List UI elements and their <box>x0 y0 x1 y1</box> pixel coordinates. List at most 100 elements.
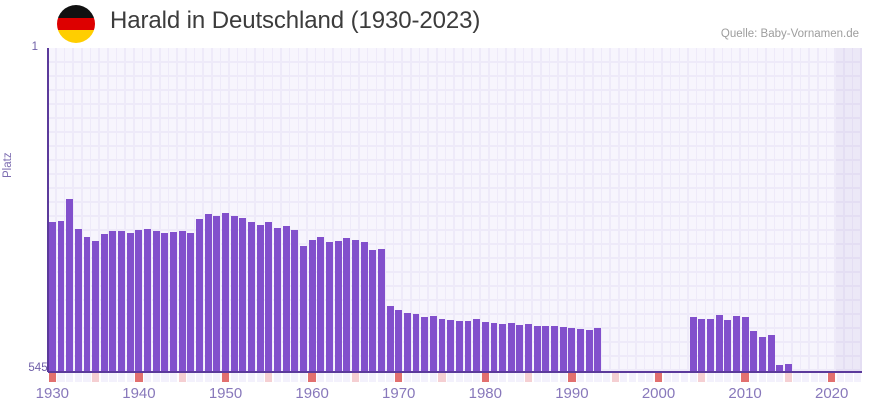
bar[interactable] <box>152 231 160 372</box>
bar[interactable] <box>403 312 411 372</box>
bar[interactable] <box>48 222 56 372</box>
bar[interactable] <box>204 214 212 372</box>
bar[interactable] <box>481 322 489 372</box>
grid-column <box>288 48 291 372</box>
x-tick-mark <box>429 373 437 382</box>
bar[interactable] <box>196 218 203 372</box>
x-tick-mark <box>473 373 481 382</box>
bar[interactable] <box>74 228 82 372</box>
bar[interactable] <box>767 334 775 372</box>
bar[interactable] <box>577 329 585 372</box>
grid-row <box>48 159 862 161</box>
bar[interactable] <box>274 227 281 372</box>
grid-column <box>851 48 854 372</box>
bar[interactable] <box>542 326 550 372</box>
grid-column <box>98 48 100 372</box>
bar[interactable] <box>239 218 247 372</box>
bar[interactable] <box>317 237 325 372</box>
bar[interactable] <box>248 221 255 372</box>
bar[interactable] <box>750 331 758 372</box>
bar[interactable] <box>706 318 714 372</box>
bar[interactable] <box>135 229 143 372</box>
bar[interactable] <box>516 324 524 372</box>
x-tick-mark <box>100 373 108 382</box>
bar[interactable] <box>412 314 420 372</box>
bar[interactable] <box>724 319 732 372</box>
bar[interactable] <box>360 241 368 372</box>
bar[interactable] <box>455 321 463 372</box>
bar[interactable] <box>698 319 706 372</box>
bar[interactable] <box>386 306 394 372</box>
bar[interactable] <box>369 249 377 372</box>
bar[interactable] <box>758 336 766 372</box>
bar[interactable] <box>126 233 134 372</box>
bar[interactable] <box>464 320 472 372</box>
bar[interactable] <box>83 237 91 372</box>
bar[interactable] <box>256 224 264 372</box>
bar[interactable] <box>230 215 238 372</box>
bar[interactable] <box>334 240 342 372</box>
grid-column <box>522 48 525 372</box>
bar[interactable] <box>507 323 515 372</box>
y-axis-line <box>47 48 49 372</box>
bar[interactable] <box>525 324 533 372</box>
bar[interactable] <box>429 315 437 372</box>
bar[interactable] <box>178 230 186 372</box>
bar[interactable] <box>447 319 455 372</box>
bar[interactable] <box>265 221 273 372</box>
grid-column <box>323 48 326 372</box>
bar[interactable] <box>395 310 403 372</box>
bar[interactable] <box>533 325 541 372</box>
grid-column <box>566 48 568 372</box>
bar[interactable] <box>438 319 446 372</box>
x-tick-mark <box>412 373 420 382</box>
bar[interactable] <box>325 241 333 372</box>
grid-column <box>392 48 395 372</box>
bar[interactable] <box>291 229 299 372</box>
bar[interactable] <box>187 233 195 372</box>
bar[interactable] <box>66 198 74 372</box>
bar[interactable] <box>213 215 221 372</box>
bar[interactable] <box>421 317 429 372</box>
bar[interactable] <box>776 364 784 372</box>
bar[interactable] <box>473 318 481 372</box>
bar[interactable] <box>551 325 559 372</box>
bar[interactable] <box>118 230 126 372</box>
bar[interactable] <box>377 248 385 372</box>
bar[interactable] <box>161 232 169 372</box>
bar[interactable] <box>715 314 723 372</box>
grid-column <box>358 48 360 372</box>
grid-row <box>48 355 862 357</box>
bar[interactable] <box>490 322 498 372</box>
bar[interactable] <box>144 228 152 372</box>
grid-column <box>72 48 74 372</box>
bar[interactable] <box>343 238 351 372</box>
grid-row <box>48 327 862 329</box>
bar[interactable] <box>689 317 697 372</box>
bar[interactable] <box>351 239 359 372</box>
bar[interactable] <box>100 234 108 372</box>
bar-series <box>48 48 862 372</box>
bar[interactable] <box>109 231 117 372</box>
x-tick-mark <box>109 373 117 382</box>
grid-column <box>505 48 507 372</box>
bar[interactable] <box>784 364 792 372</box>
bar[interactable] <box>568 328 576 372</box>
bar[interactable] <box>92 240 100 372</box>
x-tick-mark <box>854 373 862 382</box>
bar[interactable] <box>559 326 567 372</box>
bar[interactable] <box>585 330 593 372</box>
bar[interactable] <box>299 246 307 372</box>
bar[interactable] <box>594 328 602 372</box>
x-tick-mark <box>360 373 368 382</box>
grid-column <box>739 48 741 372</box>
bar[interactable] <box>282 225 290 372</box>
x-tick-mark <box>126 373 134 382</box>
bar[interactable] <box>732 316 740 372</box>
bar[interactable] <box>57 220 65 372</box>
bar[interactable] <box>222 212 229 372</box>
bar[interactable] <box>499 323 507 372</box>
bar[interactable] <box>741 316 749 372</box>
bar[interactable] <box>170 231 178 372</box>
bar[interactable] <box>308 240 316 372</box>
